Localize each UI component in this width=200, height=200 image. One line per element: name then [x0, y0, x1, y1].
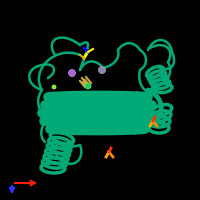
Ellipse shape: [98, 66, 106, 73]
Ellipse shape: [52, 85, 56, 89]
Ellipse shape: [107, 150, 111, 154]
Ellipse shape: [151, 119, 155, 123]
Ellipse shape: [68, 70, 76, 76]
Ellipse shape: [85, 83, 91, 89]
